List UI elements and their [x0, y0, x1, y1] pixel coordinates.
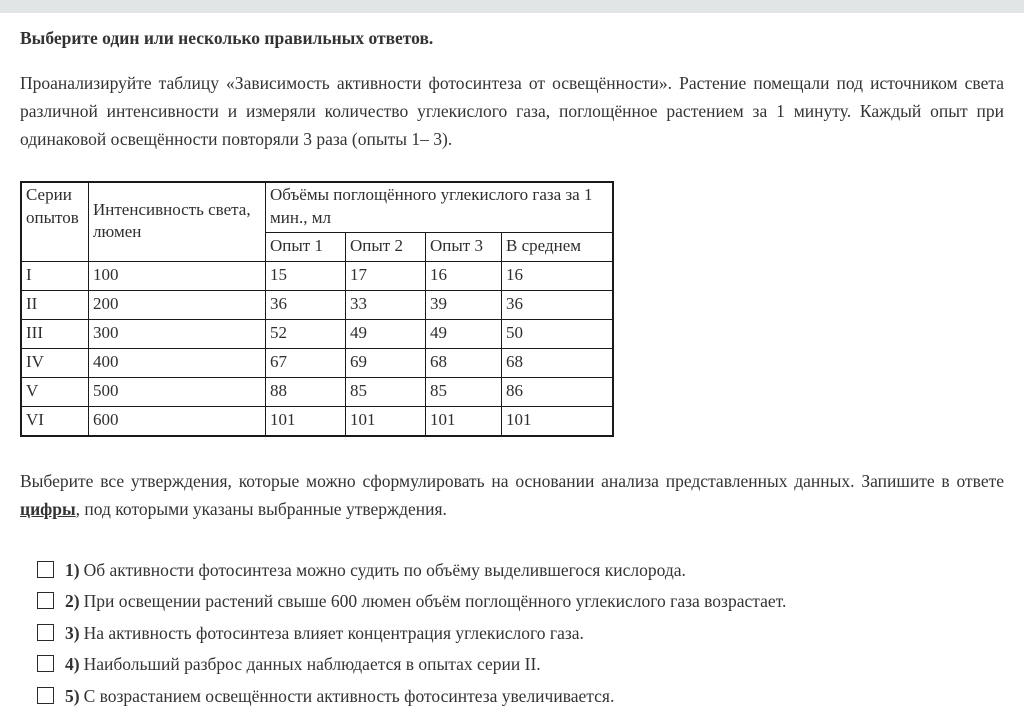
answer-option-3: 3) На активность фотосинтеза влияет конце…: [37, 623, 1004, 644]
cell-trial2: 85: [345, 376, 426, 407]
cell-intensity: 100: [88, 260, 266, 291]
question-instruction-heading: Выберите один или несколько правильных о…: [20, 28, 434, 48]
top-bar: [0, 0, 1024, 13]
option-number: 4): [65, 654, 80, 675]
column-header-trial3: Опыт 3: [425, 231, 502, 262]
answer-options-list: 1) Об активности фотосинтеза можно судить…: [20, 560, 1004, 707]
answer-option-1: 1) Об активности фотосинтеза можно судить…: [37, 560, 1004, 581]
answer-option-4: 4) Наибольший разброс данных наблюдается …: [37, 654, 1004, 675]
checkbox-option-5[interactable]: [37, 686, 54, 704]
cell-trial3: 101: [425, 405, 502, 437]
cell-trial2: 33: [345, 289, 426, 320]
task-paragraph: Выберите все утверждения, которые можно …: [20, 467, 1004, 523]
table-row: IV 400 67 69 68 68: [20, 347, 614, 378]
cell-trial1: 67: [265, 347, 346, 378]
cell-series: VI: [20, 405, 89, 437]
question-intro-paragraph: Проанализируйте таблицу «Зависимость акт…: [20, 73, 1004, 149]
column-header-group-volumes: Объёмы поглощённого углекислого газа за …: [265, 181, 614, 233]
cell-trial1: 101: [265, 405, 346, 437]
table-header: Серии опытов Интенсивность света, люмен …: [20, 181, 614, 262]
option-text: Наибольший разброс данных наблюдается в …: [83, 654, 541, 675]
task-text-before: Выберите все утверждения, которые можно …: [20, 470, 1004, 491]
cell-average: 50: [501, 318, 614, 349]
cell-trial3: 16: [425, 260, 502, 291]
checkbox-option-3[interactable]: [37, 623, 54, 641]
task-text-after: , под которыми указаны выбранные утвержд…: [75, 498, 447, 519]
option-text: Об активности фотосинтеза можно судить п…: [83, 559, 686, 580]
table-row: II 200 36 33 39 36: [20, 289, 614, 320]
cell-trial1: 15: [265, 260, 346, 291]
cell-average: 101: [501, 405, 614, 437]
column-header-average: В среднем: [501, 231, 614, 262]
answer-option-2: 2) При освещении растений свыше 600 люмен…: [37, 591, 1004, 612]
cell-average: 86: [501, 376, 614, 407]
cell-average: 36: [501, 289, 614, 320]
cell-intensity: 500: [88, 376, 266, 407]
option-number: 5): [65, 685, 80, 706]
cell-trial1: 88: [265, 376, 346, 407]
cell-trial1: 52: [265, 318, 346, 349]
question-page: Выберите один или несколько правильных о…: [0, 28, 1024, 707]
option-text: При освещении растений свыше 600 люмен о…: [83, 591, 787, 612]
column-header-series: Серии опытов: [20, 181, 89, 262]
cell-series: V: [20, 376, 89, 407]
column-header-trial1: Опыт 1: [265, 231, 346, 262]
cell-series: III: [20, 318, 89, 349]
option-number: 1): [65, 559, 80, 580]
cell-series: IV: [20, 347, 89, 378]
cell-average: 68: [501, 347, 614, 378]
photosynthesis-data-table: Серии опытов Интенсивность света, люмен …: [20, 181, 614, 437]
table-row: V 500 88 85 85 86: [20, 376, 614, 407]
cell-intensity: 300: [88, 318, 266, 349]
table-row: III 300 52 49 49 50: [20, 318, 614, 349]
cell-trial2: 49: [345, 318, 426, 349]
cell-intensity: 400: [88, 347, 266, 378]
cell-average: 16: [501, 260, 614, 291]
task-emphasized-word: цифры: [20, 498, 76, 519]
table-row: VI 600 101 101 101 101: [20, 405, 614, 437]
cell-series: II: [20, 289, 89, 320]
answer-option-5: 5) С возрастанием освещённости активность…: [37, 686, 1004, 707]
cell-trial3: 85: [425, 376, 502, 407]
cell-trial3: 39: [425, 289, 502, 320]
cell-intensity: 200: [88, 289, 266, 320]
option-number: 2): [65, 591, 80, 612]
column-header-trial2: Опыт 2: [345, 231, 426, 262]
checkbox-option-1[interactable]: [37, 560, 54, 578]
cell-trial2: 17: [345, 260, 426, 291]
cell-series: I: [20, 260, 89, 291]
option-number: 3): [65, 622, 80, 643]
cell-trial2: 101: [345, 405, 426, 437]
table-row: I 100 15 17 16 16: [20, 260, 614, 291]
cell-trial1: 36: [265, 289, 346, 320]
cell-trial2: 69: [345, 347, 426, 378]
option-text: С возрастанием освещённости активность ф…: [83, 685, 615, 706]
checkbox-option-2[interactable]: [37, 592, 54, 610]
cell-trial3: 68: [425, 347, 502, 378]
cell-intensity: 600: [88, 405, 266, 437]
option-text: На активность фотосинтеза влияет концент…: [83, 622, 584, 643]
column-header-intensity: Интенсивность света, люмен: [88, 181, 266, 262]
cell-trial3: 49: [425, 318, 502, 349]
